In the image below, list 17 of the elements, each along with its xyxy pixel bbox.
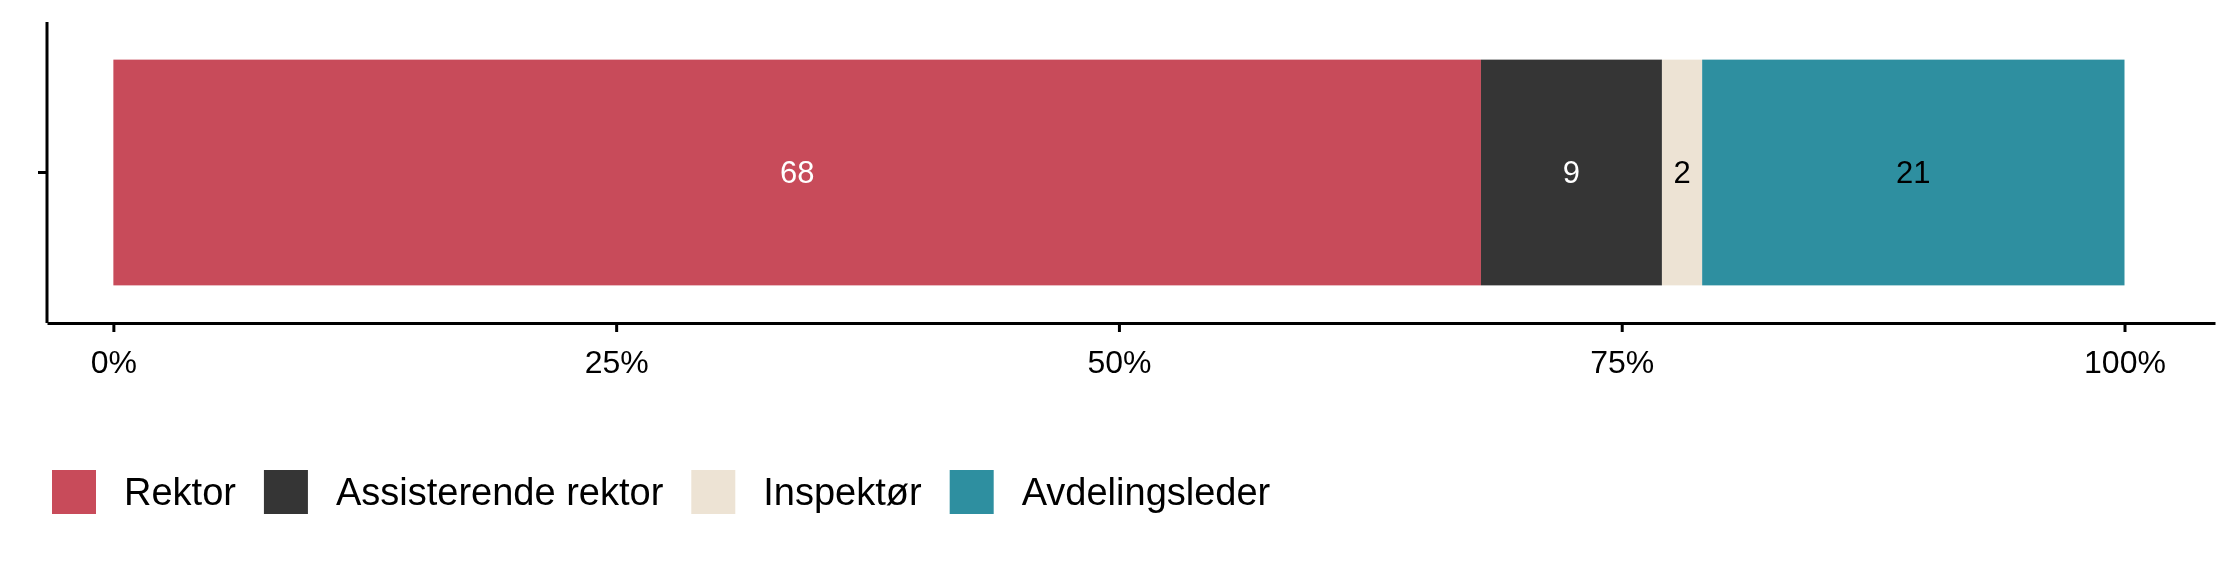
x-tick-label: 75% xyxy=(1590,344,1655,381)
legend-label: Rektor xyxy=(124,471,237,514)
x-tick-label: 0% xyxy=(90,344,137,381)
data-label: 21 xyxy=(1896,155,1931,191)
data-label: 2 xyxy=(1673,155,1691,191)
bar xyxy=(1661,59,1703,286)
x-tick-label: 25% xyxy=(584,344,649,381)
legend-label: Avdelingsleder xyxy=(1021,471,1271,514)
data-label: 9 xyxy=(1562,155,1581,191)
x-tick-label: 100% xyxy=(2084,344,2166,381)
data-label: 68 xyxy=(779,155,815,191)
x-tick-label: 50% xyxy=(1087,344,1152,381)
bar xyxy=(1702,59,2125,286)
bar xyxy=(1480,59,1662,286)
legend-label: Inspektør xyxy=(763,471,923,514)
legend-label: Assisterende rektor xyxy=(335,471,664,514)
bar xyxy=(113,59,1481,286)
